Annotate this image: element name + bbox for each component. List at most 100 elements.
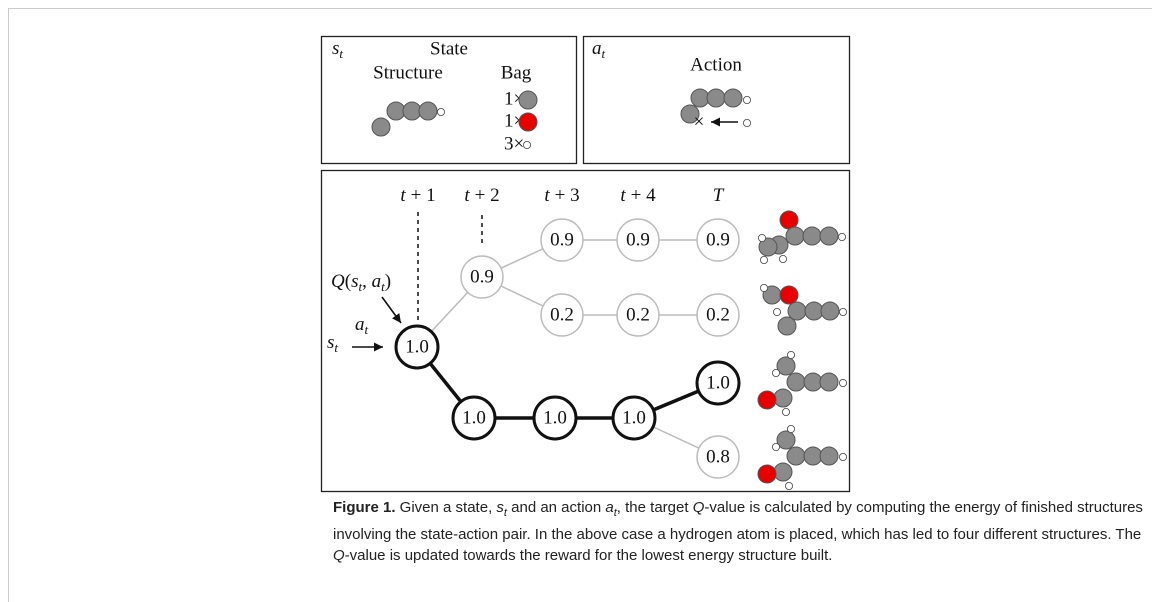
structure-label: Structure — [373, 62, 443, 83]
page-frame — [8, 8, 1152, 602]
q-label-part: Q — [331, 271, 345, 292]
state-input-sub: t — [334, 340, 338, 355]
atom — [819, 226, 839, 246]
state-panel — [320, 35, 578, 165]
atom — [820, 301, 840, 321]
atom — [402, 101, 422, 121]
state-symbol: st — [332, 38, 343, 61]
atom — [776, 430, 796, 450]
time-label-part: + 1 — [411, 185, 436, 206]
tree-node — [696, 293, 740, 337]
atom — [680, 104, 700, 124]
atom — [819, 372, 839, 392]
tree-node — [616, 218, 660, 262]
tree-node — [695, 360, 741, 406]
time-label-part: T — [713, 185, 725, 206]
tree-node — [451, 395, 497, 441]
atom — [518, 112, 538, 132]
atom — [785, 226, 805, 246]
arrow-head — [392, 313, 401, 323]
time-label-part: t — [544, 185, 550, 206]
action-symbol-sub: t — [602, 46, 606, 61]
atom — [779, 285, 799, 305]
cross: × — [694, 111, 705, 132]
state-input-base: s — [327, 332, 334, 353]
atom — [819, 446, 839, 466]
time-label: T — [713, 185, 725, 206]
bag-label: Bag — [501, 62, 532, 83]
node-label: 1.0 — [405, 336, 429, 357]
arrow-head — [374, 342, 383, 352]
atom — [523, 140, 532, 149]
state-title: State — [430, 38, 468, 59]
node-label: 0.9 — [470, 266, 494, 287]
node-label: 0.9 — [550, 229, 574, 250]
action-title: Action — [690, 54, 742, 75]
atom — [757, 390, 777, 410]
atom — [785, 481, 794, 490]
atom — [418, 101, 438, 121]
q-label-part: , — [362, 271, 372, 292]
atom — [772, 442, 781, 451]
atom — [723, 88, 743, 108]
caption-text: Figure 1. — [333, 499, 396, 516]
caption-text: Q — [692, 499, 705, 516]
action-symbol: at — [592, 38, 606, 61]
caption-text: and an action — [506, 499, 606, 516]
tree-node — [696, 435, 740, 479]
node-label: 0.8 — [706, 446, 730, 467]
atom — [802, 226, 822, 246]
atom — [773, 388, 793, 408]
q-label-part: ( — [345, 271, 351, 292]
state-symbol-base: s — [332, 38, 339, 59]
bag-count: 1× — [504, 110, 524, 131]
caption-text: t — [503, 507, 507, 519]
arrow-head — [711, 117, 720, 127]
time-label-part: + 4 — [631, 185, 656, 206]
atom — [743, 96, 752, 105]
time-label: t + 4 — [620, 185, 656, 206]
atom — [760, 283, 769, 292]
atom — [776, 356, 796, 376]
tree-node — [696, 218, 740, 262]
q-label-part: ) — [385, 271, 391, 292]
node-label: 1.0 — [543, 407, 567, 428]
atom — [773, 307, 782, 316]
tree-node — [611, 395, 657, 441]
node-label: 0.2 — [626, 304, 650, 325]
action-input-base: a — [355, 314, 365, 335]
atom — [786, 372, 806, 392]
atom — [839, 452, 848, 461]
atom — [518, 90, 538, 110]
atom — [803, 446, 823, 466]
tree-node — [540, 293, 584, 337]
q-label-part: a — [372, 271, 382, 292]
atom — [804, 301, 824, 321]
q-label-part: t — [381, 279, 385, 294]
atom — [371, 117, 391, 137]
atom — [772, 368, 781, 377]
time-label-part: t — [464, 185, 470, 206]
atom — [773, 462, 793, 482]
atom — [839, 307, 848, 316]
time-label-part: t — [400, 185, 406, 206]
time-label-part: t — [620, 185, 626, 206]
node-label: 0.2 — [550, 304, 574, 325]
caption-text: Q — [333, 547, 345, 564]
node-label: 0.2 — [706, 304, 730, 325]
time-label: t + 2 — [464, 185, 499, 206]
node-label: 0.9 — [706, 229, 730, 250]
atom — [760, 255, 769, 264]
atom — [787, 424, 796, 433]
node-label: 0.9 — [626, 229, 650, 250]
tree-node — [616, 293, 660, 337]
atom — [782, 407, 791, 416]
atom — [779, 254, 788, 263]
time-label: t + 3 — [544, 185, 579, 206]
action-symbol-base: a — [592, 38, 602, 59]
q-label: Q(st, at) — [331, 271, 391, 294]
atom — [436, 108, 445, 117]
atom — [743, 119, 752, 128]
atom — [786, 446, 806, 466]
tree-node — [532, 395, 578, 441]
